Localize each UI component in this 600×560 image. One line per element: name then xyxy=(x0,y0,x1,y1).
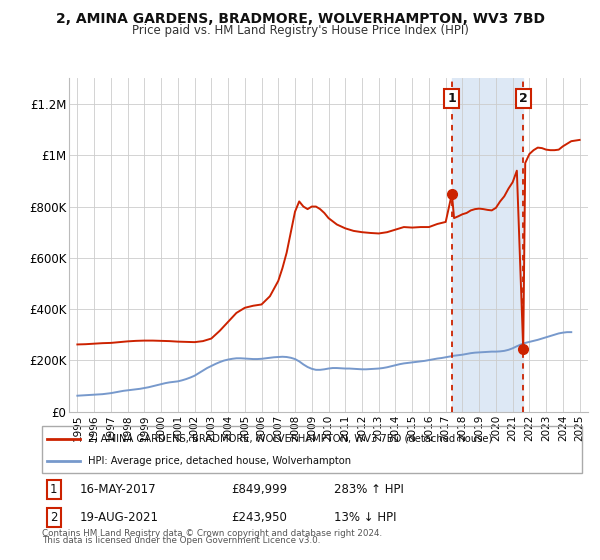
Text: 283% ↑ HPI: 283% ↑ HPI xyxy=(334,483,403,496)
Bar xyxy=(452,78,523,412)
Text: Price paid vs. HM Land Registry's House Price Index (HPI): Price paid vs. HM Land Registry's House … xyxy=(131,24,469,36)
Text: £243,950: £243,950 xyxy=(231,511,287,524)
Text: 1: 1 xyxy=(448,92,456,105)
Text: 16-MAY-2017: 16-MAY-2017 xyxy=(80,483,157,496)
Text: 2, AMINA GARDENS, BRADMORE, WOLVERHAMPTON, WV3 7BD: 2, AMINA GARDENS, BRADMORE, WOLVERHAMPTO… xyxy=(56,12,545,26)
Text: 2: 2 xyxy=(519,92,527,105)
Text: 1: 1 xyxy=(50,483,58,496)
Text: 2: 2 xyxy=(50,511,58,524)
Text: This data is licensed under the Open Government Licence v3.0.: This data is licensed under the Open Gov… xyxy=(42,536,320,545)
Text: Contains HM Land Registry data © Crown copyright and database right 2024.: Contains HM Land Registry data © Crown c… xyxy=(42,529,382,538)
Text: £849,999: £849,999 xyxy=(231,483,287,496)
Text: 2, AMINA GARDENS, BRADMORE, WOLVERHAMPTON, WV3 7BD (detached house): 2, AMINA GARDENS, BRADMORE, WOLVERHAMPTO… xyxy=(88,434,492,444)
Text: 13% ↓ HPI: 13% ↓ HPI xyxy=(334,511,396,524)
Text: HPI: Average price, detached house, Wolverhampton: HPI: Average price, detached house, Wolv… xyxy=(88,456,351,466)
Text: 19-AUG-2021: 19-AUG-2021 xyxy=(80,511,159,524)
